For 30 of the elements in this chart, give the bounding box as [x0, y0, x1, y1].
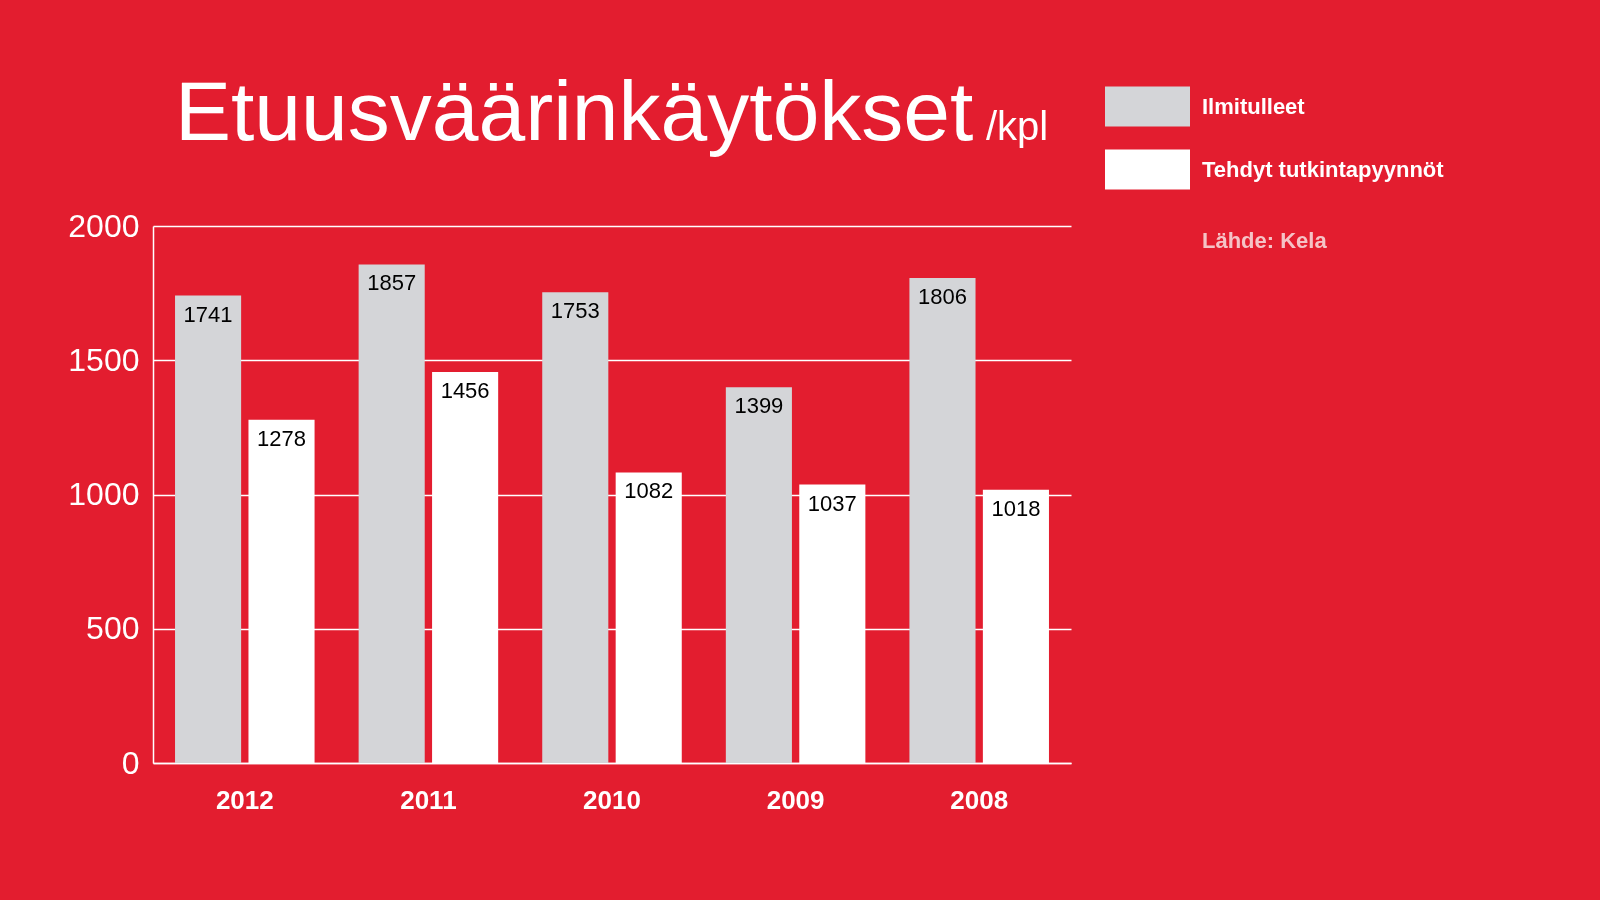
x-tick-label: 2011: [400, 784, 457, 815]
bar: [909, 278, 976, 763]
x-tick-label: 2012: [215, 784, 274, 815]
bar: [725, 387, 792, 763]
data-label: 1278: [257, 425, 306, 451]
y-tick-label: 500: [86, 610, 140, 647]
data-label: 1037: [807, 490, 857, 516]
legend-label: Tehdyt tutkintapyynnöt: [1202, 156, 1445, 182]
data-label: 1018: [991, 495, 1041, 521]
data-label: 1456: [440, 378, 490, 404]
y-tick-label: 1500: [68, 341, 140, 378]
y-tick-label: 1000: [68, 476, 140, 512]
data-label: 1082: [624, 478, 674, 504]
data-label: 1857: [367, 270, 417, 296]
x-tick-label: 2009: [766, 784, 825, 815]
chart-subtitle: /kpl: [986, 104, 1049, 148]
data-label: 1806: [918, 284, 967, 310]
text: Lähde: Kela: [1202, 228, 1328, 253]
data-label: 1753: [550, 298, 600, 324]
data-label: 1741: [183, 301, 233, 327]
x-tick-label: 2010: [583, 784, 641, 815]
data-label: 1399: [734, 393, 784, 419]
y-tick-label: 0: [121, 744, 140, 781]
chart-title: Etuusväärinkäytökset: [175, 64, 974, 158]
bar: [542, 292, 609, 763]
y-tick-label: 2000: [68, 207, 140, 244]
legend-label: Ilmitulleet: [1202, 93, 1306, 119]
bar: [175, 295, 242, 763]
bar: [358, 264, 425, 763]
x-tick-label: 2008: [950, 784, 1009, 815]
